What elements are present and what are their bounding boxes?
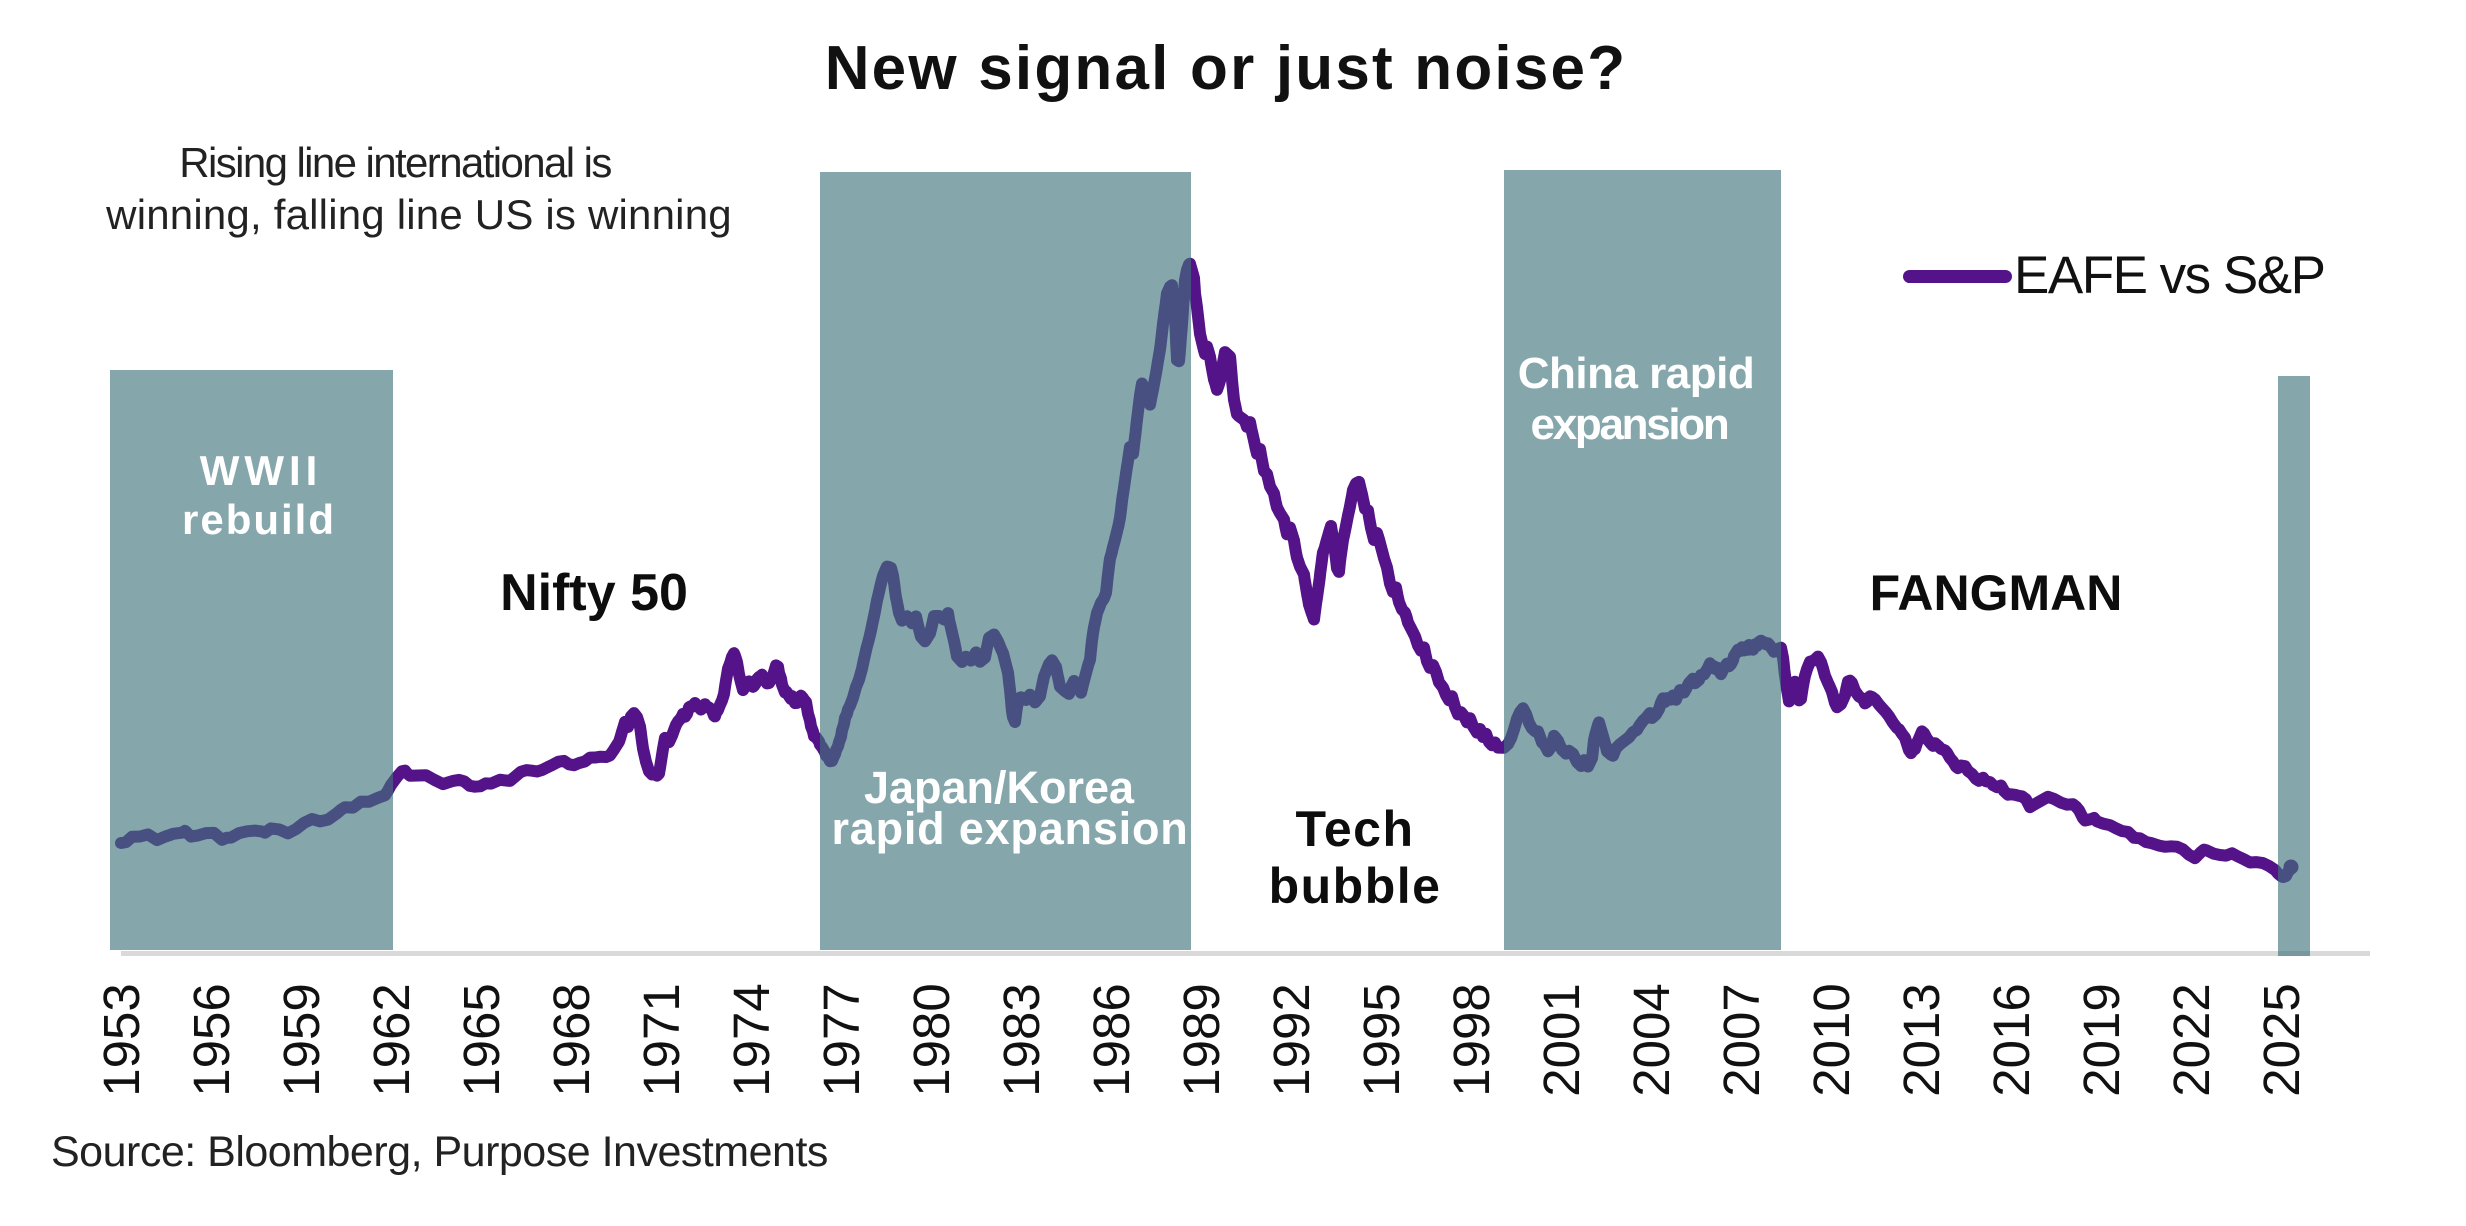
svg-text:1959: 1959 xyxy=(273,983,330,1096)
svg-text:1977: 1977 xyxy=(813,983,870,1096)
svg-text:2022: 2022 xyxy=(2163,983,2220,1096)
svg-text:1998: 1998 xyxy=(1443,983,1500,1096)
svg-text:1992: 1992 xyxy=(1263,983,1320,1096)
svg-text:1953: 1953 xyxy=(93,983,150,1096)
svg-text:2025: 2025 xyxy=(2253,983,2310,1096)
svg-text:1989: 1989 xyxy=(1173,983,1230,1096)
svg-text:1986: 1986 xyxy=(1083,983,1140,1096)
svg-text:2013: 2013 xyxy=(1893,983,1950,1096)
svg-text:1962: 1962 xyxy=(363,983,420,1096)
svg-text:2010: 2010 xyxy=(1803,983,1860,1096)
svg-text:1965: 1965 xyxy=(453,983,510,1096)
svg-text:1983: 1983 xyxy=(993,983,1050,1096)
svg-text:1974: 1974 xyxy=(723,983,780,1096)
svg-text:2004: 2004 xyxy=(1623,983,1680,1096)
svg-text:1980: 1980 xyxy=(903,983,960,1096)
svg-text:2001: 2001 xyxy=(1533,983,1590,1096)
svg-text:1971: 1971 xyxy=(633,983,690,1096)
svg-text:2016: 2016 xyxy=(1983,983,2040,1096)
svg-text:1956: 1956 xyxy=(183,983,240,1096)
svg-text:1968: 1968 xyxy=(543,983,600,1096)
svg-text:1995: 1995 xyxy=(1353,983,1410,1096)
svg-text:2019: 2019 xyxy=(2073,983,2130,1096)
svg-text:2007: 2007 xyxy=(1713,983,1770,1096)
